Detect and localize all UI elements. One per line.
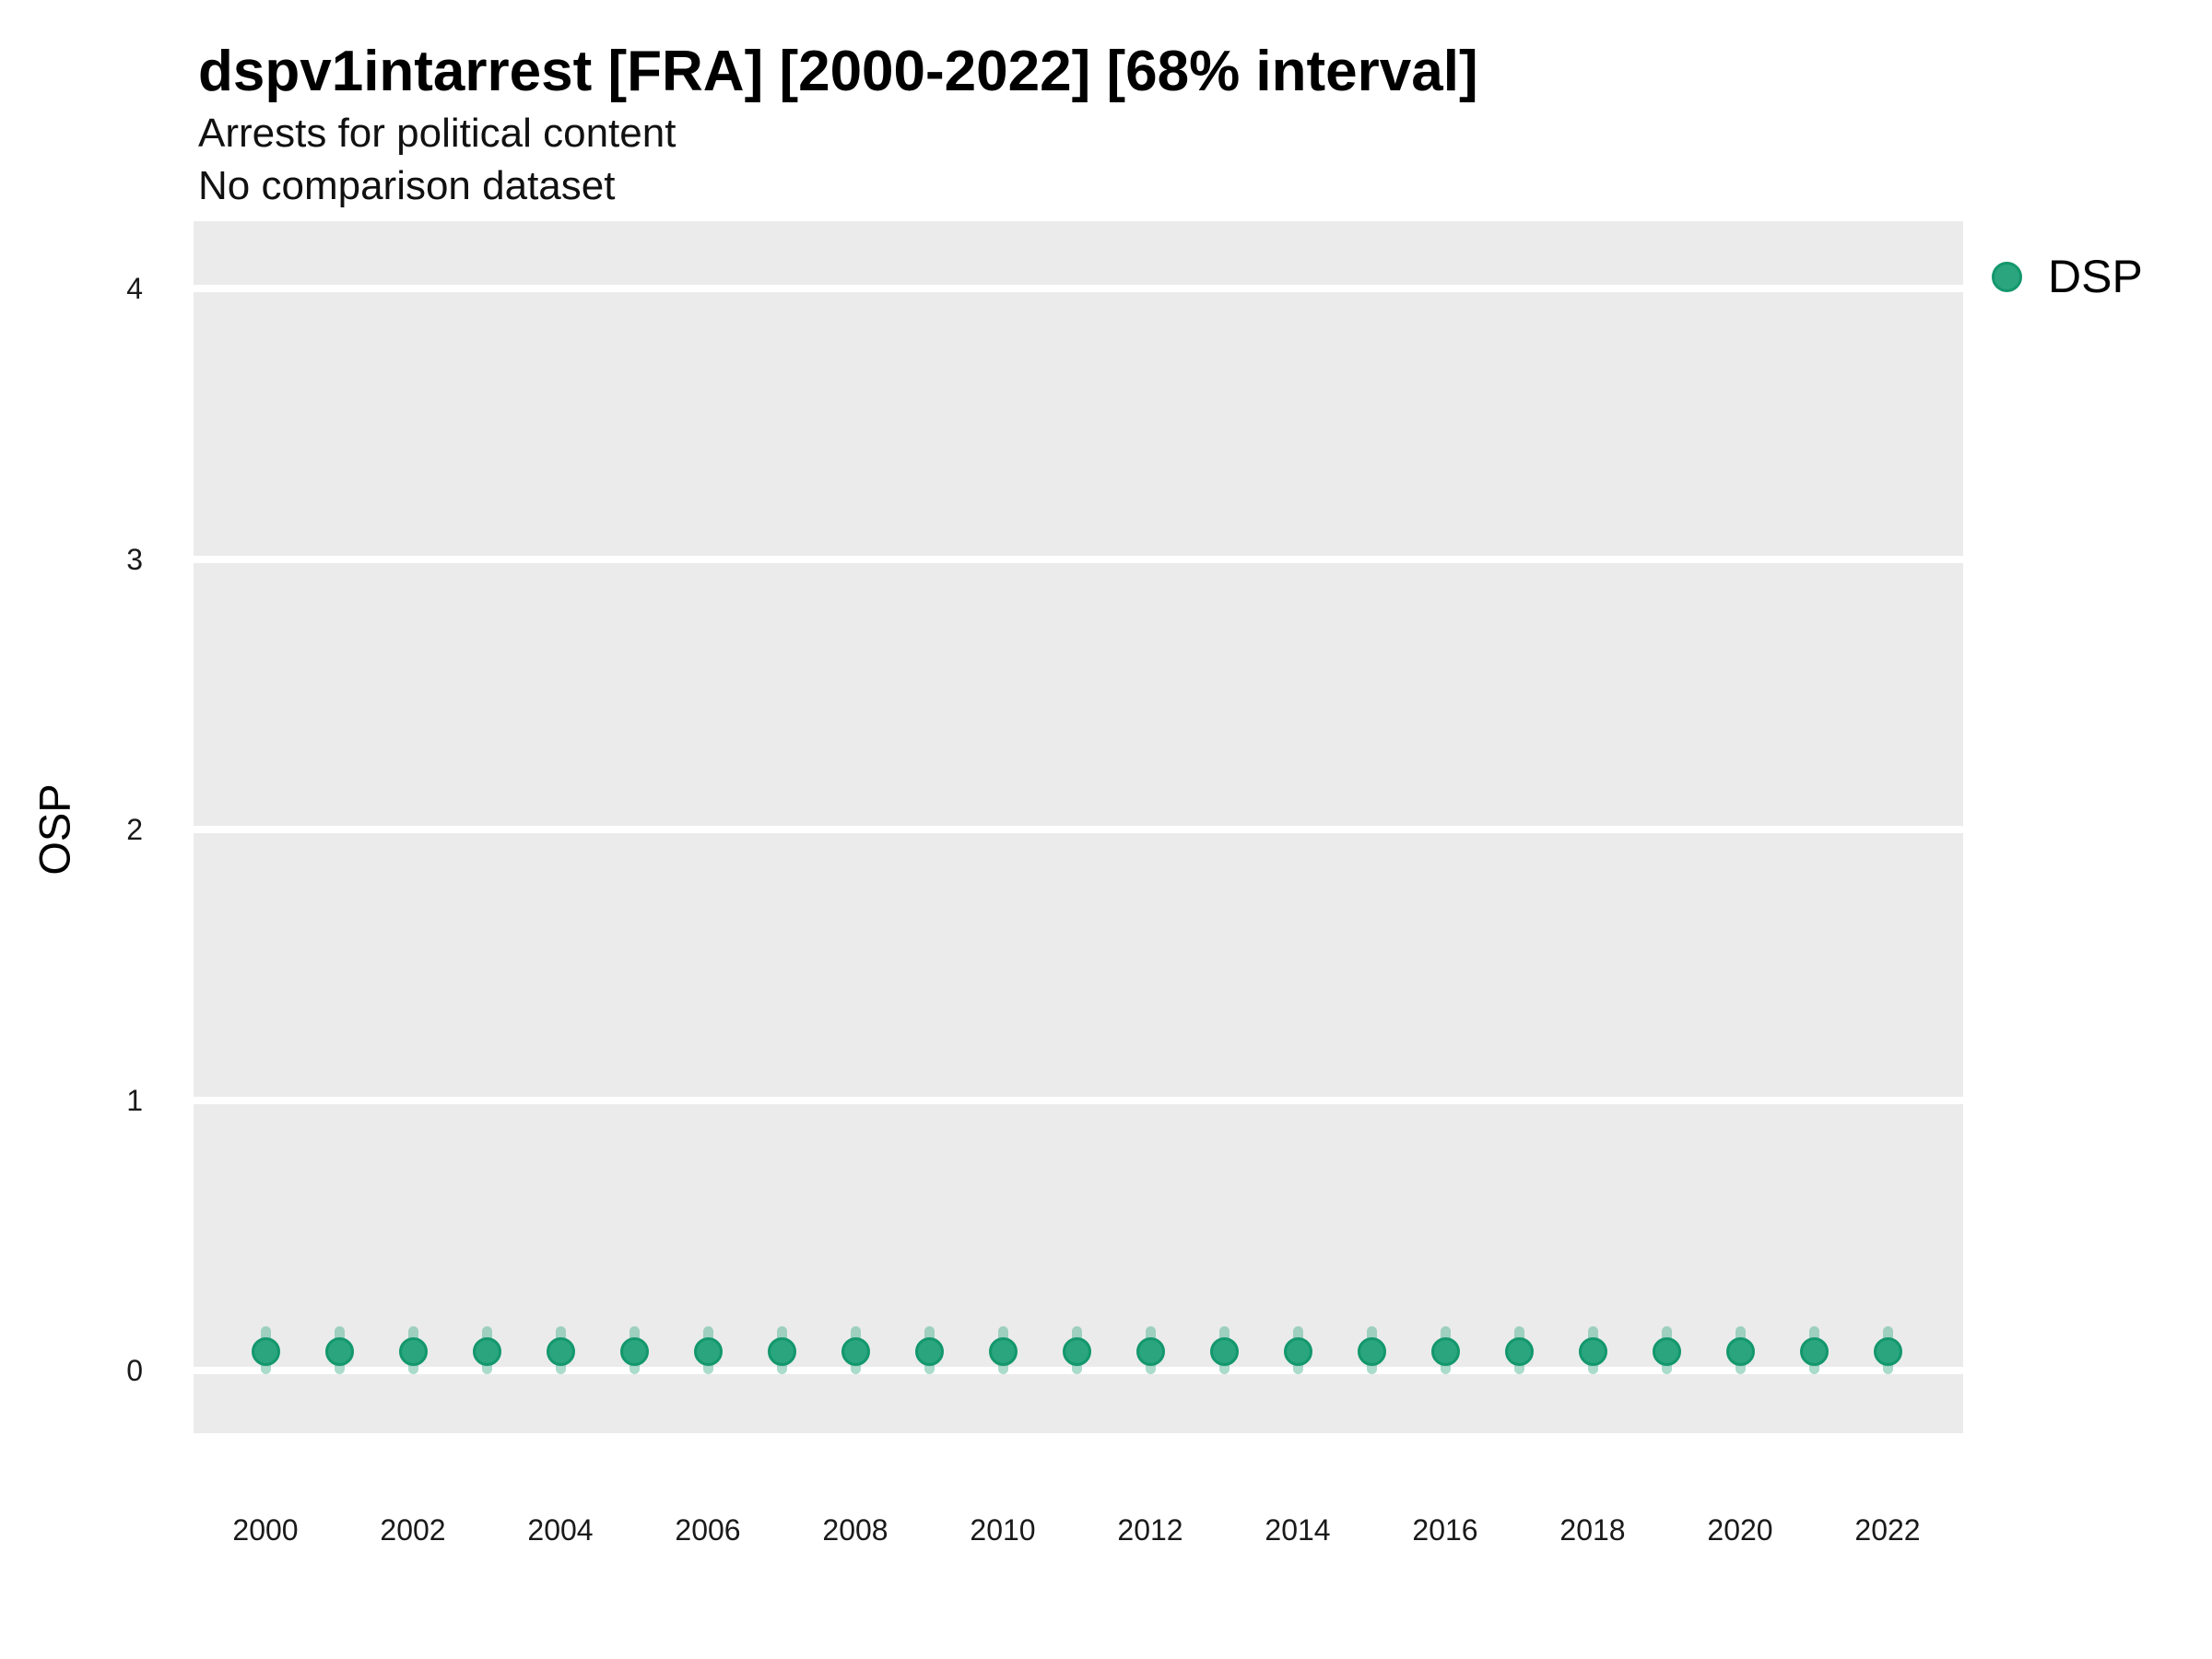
- data-point-2007: [767, 1336, 796, 1366]
- data-point-2019: [1652, 1336, 1681, 1366]
- gridline-y-2: [194, 826, 1963, 833]
- data-point-2011: [1062, 1336, 1091, 1366]
- gridline-y-4: [194, 285, 1963, 292]
- data-point-2020: [1725, 1336, 1755, 1366]
- data-point-2009: [914, 1336, 944, 1366]
- legend-label: DSP: [2048, 251, 2143, 302]
- data-point-2001: [324, 1336, 354, 1366]
- data-point-2004: [546, 1336, 575, 1366]
- y-tick-label-3: 3: [126, 542, 143, 576]
- data-point-2017: [1504, 1336, 1534, 1366]
- x-tick-label-2008: 2008: [822, 1513, 888, 1547]
- legend: DSP: [1992, 251, 2143, 302]
- chart-subtitle: Arrests for political content: [198, 111, 677, 156]
- data-point-2021: [1799, 1336, 1829, 1366]
- x-tick-label-2006: 2006: [675, 1513, 741, 1547]
- plot-panel: [194, 221, 1963, 1433]
- x-tick-label-2000: 2000: [232, 1513, 299, 1547]
- data-point-2003: [472, 1336, 501, 1366]
- data-point-2018: [1578, 1336, 1607, 1366]
- y-tick-label-0: 0: [126, 1354, 143, 1387]
- gridline-y-0: [194, 1367, 1963, 1374]
- x-tick-label-2010: 2010: [970, 1513, 1036, 1547]
- data-point-2000: [251, 1336, 280, 1366]
- gridline-y-3: [194, 555, 1963, 563]
- data-point-2006: [693, 1336, 723, 1366]
- chart-title: dspv1intarrest [FRA] [2000-2022] [68% in…: [198, 40, 1478, 103]
- data-point-2005: [619, 1336, 649, 1366]
- chart-note: No comparison dataset: [198, 163, 616, 208]
- x-tick-label-2022: 2022: [1854, 1513, 1921, 1547]
- x-tick-label-2018: 2018: [1559, 1513, 1626, 1547]
- x-tick-label-2014: 2014: [1265, 1513, 1331, 1547]
- y-tick-label-4: 4: [126, 272, 143, 305]
- data-point-2013: [1209, 1336, 1239, 1366]
- y-tick-label-1: 1: [126, 1083, 143, 1117]
- data-point-2012: [1135, 1336, 1165, 1366]
- data-point-2002: [398, 1336, 428, 1366]
- data-point-2014: [1283, 1336, 1312, 1366]
- y-tick-label-2: 2: [126, 813, 143, 846]
- data-point-2010: [988, 1336, 1018, 1366]
- legend-point-icon: [1992, 261, 2022, 292]
- gridline-y-1: [194, 1096, 1963, 1104]
- data-point-2022: [1873, 1336, 1902, 1366]
- x-tick-label-2016: 2016: [1412, 1513, 1478, 1547]
- x-tick-label-2012: 2012: [1117, 1513, 1183, 1547]
- data-point-2008: [841, 1336, 870, 1366]
- x-tick-label-2020: 2020: [1707, 1513, 1773, 1547]
- x-tick-label-2002: 2002: [380, 1513, 446, 1547]
- data-point-2015: [1357, 1336, 1386, 1366]
- x-tick-label-2004: 2004: [527, 1513, 594, 1547]
- data-point-2016: [1430, 1336, 1460, 1366]
